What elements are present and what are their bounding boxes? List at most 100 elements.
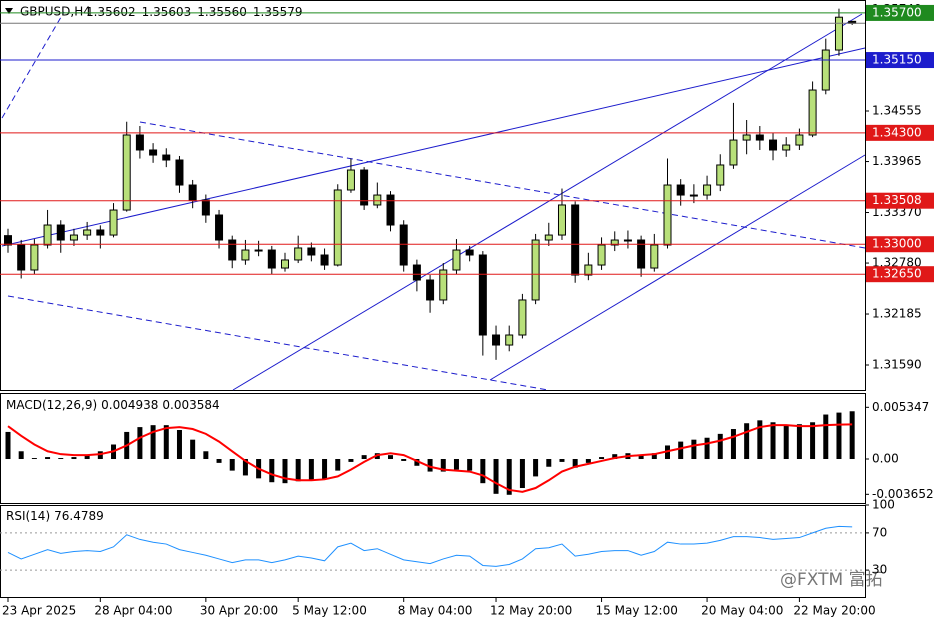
indicator-value: 0.003584 [162, 398, 219, 412]
candle-body [584, 264, 593, 276]
macd-bar [691, 439, 697, 460]
macd-bar [361, 455, 367, 460]
macd-bar [757, 420, 763, 460]
macd-bar [533, 459, 539, 477]
values-line [7, 525, 853, 567]
macd-bar [322, 459, 328, 480]
macd-bar [783, 425, 789, 460]
y-tick-label: 1.31590 [872, 357, 922, 371]
y-tick-label: 1.32185 [872, 307, 922, 321]
trendline [1, 11, 65, 119]
candle-body [716, 164, 725, 186]
level-box [866, 192, 934, 209]
candle-body [30, 244, 39, 271]
candle-body [782, 144, 791, 151]
macd-bar [176, 430, 182, 460]
macd-bar [5, 431, 11, 460]
macd-bar [572, 459, 578, 468]
rsi-panel [0, 505, 866, 598]
candle-body [808, 89, 817, 136]
candle-body [755, 134, 764, 141]
candle-body [676, 184, 685, 196]
candle-body [650, 244, 659, 269]
candle-body [254, 249, 263, 252]
candle-body [452, 249, 461, 271]
candle-body [729, 139, 738, 166]
macd-bar [519, 459, 525, 489]
candle-body [465, 249, 474, 256]
rsi-title: RSI(14) 76.4789 [6, 509, 104, 523]
level-label: 1.33000 [872, 237, 922, 251]
candle-body [280, 259, 289, 269]
macd-bar [335, 459, 341, 471]
indicator-value: 0.004938 [101, 398, 158, 412]
candle-body [267, 249, 276, 269]
candle-body [769, 139, 778, 151]
quote-value: 1.35602 [86, 5, 136, 19]
x-tick-label: 5 May 12:00 [292, 604, 367, 618]
macd-bar [810, 422, 816, 460]
macd-bar [836, 412, 842, 460]
candle-body [4, 235, 12, 246]
candle-body [544, 234, 553, 241]
candle-body [439, 269, 448, 301]
macd-bar [84, 455, 90, 460]
level-label: 1.33508 [872, 193, 922, 207]
quote: 1.35602 1.35603 1.35560 1.35579 [86, 5, 303, 19]
macd-bar [242, 459, 248, 476]
macd-bar [678, 441, 684, 460]
macd-bar [717, 433, 723, 460]
macd-bar [638, 455, 644, 460]
macd-bar [163, 425, 169, 460]
candle-body [399, 224, 408, 266]
y-tick-label: 70 [872, 525, 887, 539]
candle-body [333, 189, 342, 266]
candle-body [215, 214, 224, 241]
macd-bar [45, 457, 51, 460]
macd-bar [704, 437, 710, 460]
candle-body [83, 229, 92, 236]
candle-body [689, 194, 698, 197]
candle-body [346, 169, 355, 191]
candle-body [821, 49, 830, 91]
x-tick-label: 22 May 20:00 [793, 604, 875, 618]
macd-bar [493, 459, 499, 494]
indicator-value: 76.4789 [54, 509, 104, 523]
candle-body [531, 239, 540, 301]
candle-body [623, 239, 632, 242]
x-tick-label: 8 May 04:00 [398, 604, 473, 618]
macd-bar [546, 459, 552, 467]
macd-bar [269, 459, 275, 483]
menu-arrow[interactable] [5, 8, 13, 14]
candle-body [149, 149, 158, 156]
macd-bar [401, 459, 407, 461]
candle-body [294, 247, 303, 261]
trendline [1, 47, 866, 247]
macd-bar [823, 414, 829, 460]
candle-body [742, 134, 751, 141]
macd-bar [506, 459, 512, 495]
candle-body [96, 229, 105, 236]
macd-bar [453, 459, 459, 470]
y-tick-label: 0.005347 [872, 400, 929, 414]
symbol: GBPUSD,H4 [20, 5, 91, 19]
candle-body [56, 224, 65, 241]
candle-body [241, 249, 250, 261]
y-tick-label: 1.33965 [872, 154, 922, 168]
candle-body [610, 239, 619, 246]
candle-body [228, 239, 237, 261]
macd-bar [414, 459, 420, 466]
candle-body [307, 247, 316, 256]
macd-bar [71, 457, 77, 460]
candle-body [834, 16, 843, 51]
candle-body [373, 194, 382, 206]
candle-body [597, 244, 606, 266]
macd-bar [651, 453, 657, 460]
candle-body [478, 254, 487, 336]
x-tick-label: 15 May 12:00 [596, 604, 678, 618]
trendlines [1, 11, 866, 391]
macd-bar [440, 459, 446, 472]
price-panel [0, 0, 866, 391]
level-box [866, 4, 934, 21]
